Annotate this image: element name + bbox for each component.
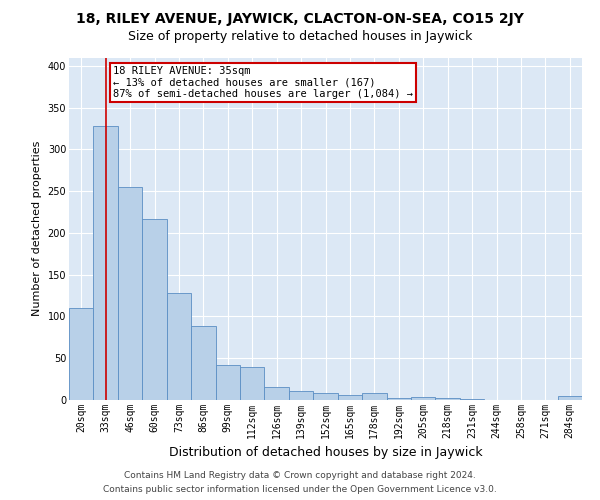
Bar [460,399,484,400]
Text: Contains HM Land Registry data © Crown copyright and database right 2024.: Contains HM Land Registry data © Crown c… [124,471,476,480]
Bar [386,398,411,400]
Bar [313,394,338,400]
Bar [436,398,460,400]
Text: Size of property relative to detached houses in Jaywick: Size of property relative to detached ho… [128,30,472,43]
Bar [142,218,167,400]
Bar [557,396,582,400]
Bar [411,396,436,400]
Bar [215,365,240,400]
Y-axis label: Number of detached properties: Number of detached properties [32,141,42,316]
Bar [265,386,289,400]
Text: 18 RILEY AVENUE: 35sqm
← 13% of detached houses are smaller (167)
87% of semi-de: 18 RILEY AVENUE: 35sqm ← 13% of detached… [113,66,413,99]
Bar [289,391,313,400]
Bar [240,366,265,400]
Text: Contains public sector information licensed under the Open Government Licence v3: Contains public sector information licen… [103,485,497,494]
Bar [69,308,94,400]
Bar [167,293,191,400]
Bar [118,187,142,400]
Text: 18, RILEY AVENUE, JAYWICK, CLACTON-ON-SEA, CO15 2JY: 18, RILEY AVENUE, JAYWICK, CLACTON-ON-SE… [76,12,524,26]
Bar [94,126,118,400]
Bar [191,326,215,400]
X-axis label: Distribution of detached houses by size in Jaywick: Distribution of detached houses by size … [169,446,482,460]
Bar [362,394,386,400]
Bar [338,395,362,400]
